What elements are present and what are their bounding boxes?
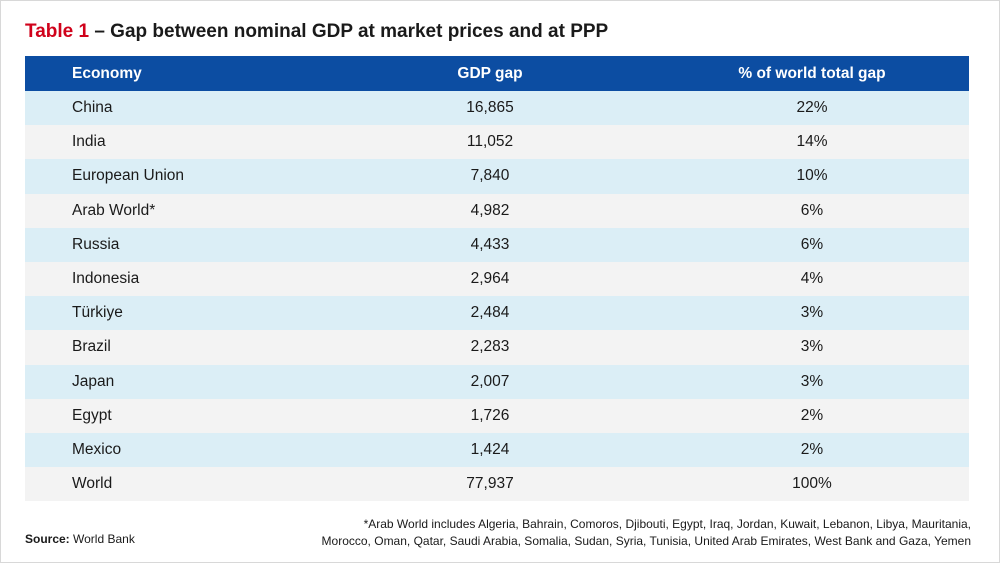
gdp-gap-cell: 4,982 <box>470 201 510 219</box>
gdp-gap-cell: 2,283 <box>470 338 510 356</box>
footnote: *Arab World includes Algeria, Bahrain, C… <box>271 516 971 549</box>
gdp-gap-cell: 4,433 <box>470 235 510 253</box>
economy-cell: Russia <box>72 235 120 253</box>
table-row: European Union 7,840 10% <box>25 159 969 194</box>
pct-world-cell: 14% <box>796 133 828 151</box>
pct-world-cell: 6% <box>800 201 824 219</box>
table-row: World 77,937 100% <box>25 467 969 502</box>
header-pct-world: % of world total gap <box>738 64 886 82</box>
table-row: Japan 2,007 3% <box>25 364 969 399</box>
source-value: World Bank <box>69 532 135 546</box>
header-economy: Economy <box>72 64 142 82</box>
pct-world-cell: 100% <box>792 475 832 493</box>
gdp-gap-cell: 1,424 <box>470 440 510 458</box>
gdp-gap-table: Economy GDP gap % of world total gap Chi… <box>25 56 969 502</box>
table-row: Türkiye 2,484 3% <box>25 296 969 331</box>
pct-world-cell: 10% <box>796 167 828 185</box>
pct-world-cell: 22% <box>796 99 828 117</box>
table-row: Egypt 1,726 2% <box>25 398 969 433</box>
table-row: Arab World* 4,982 6% <box>25 193 969 228</box>
gdp-gap-cell: 1,726 <box>470 406 510 424</box>
source-label: Source: <box>25 532 70 546</box>
table-row: Indonesia 2,964 4% <box>25 261 969 297</box>
pct-world-cell: 2% <box>800 406 824 424</box>
gdp-gap-cell: 7,840 <box>470 167 510 185</box>
economy-cell: Mexico <box>72 440 122 458</box>
economy-cell: Arab World* <box>72 201 156 219</box>
economy-cell: India <box>72 133 106 151</box>
economy-cell: European Union <box>72 167 185 185</box>
gdp-gap-cell: 16,865 <box>466 99 514 117</box>
table-row: China 16,865 22% <box>25 91 969 126</box>
economy-cell: Japan <box>72 372 115 390</box>
pct-world-cell: 3% <box>800 304 824 322</box>
footnote-line-2: Morocco, Oman, Qatar, Saudi Arabia, Soma… <box>321 533 971 548</box>
economy-cell: Egypt <box>72 406 112 424</box>
economy-cell: Türkiye <box>72 304 123 322</box>
economy-cell: Brazil <box>72 338 111 356</box>
table-body: China 16,865 22% India 11,052 14% European Uni… <box>25 91 969 502</box>
pct-world-cell: 4% <box>800 270 824 288</box>
economy-cell: Indonesia <box>72 270 140 288</box>
pct-world-cell: 2% <box>800 440 824 458</box>
source-note: Source: World Bank <box>25 532 135 546</box>
table-title: Table 1 – Gap between nominal GDP at mar… <box>25 21 608 43</box>
gdp-gap-cell: 11,052 <box>466 133 514 151</box>
table-row: Brazil 2,283 3% <box>25 330 969 365</box>
footnote-line-1: *Arab World includes Algeria, Bahrain, C… <box>363 517 971 531</box>
pct-world-cell: 3% <box>800 372 824 390</box>
table-row: Mexico 1,424 2% <box>25 432 969 468</box>
economy-cell: China <box>72 99 113 117</box>
table-row: India 11,052 14% <box>25 125 969 160</box>
gdp-gap-cell: 2,007 <box>470 372 510 390</box>
table-row: Russia 4,433 6% <box>25 227 969 262</box>
gdp-gap-cell: 77,937 <box>466 475 514 493</box>
pct-world-cell: 6% <box>800 235 824 253</box>
table-title-text: – Gap between nominal GDP at market pric… <box>89 21 609 42</box>
gdp-gap-cell: 2,964 <box>470 270 510 288</box>
gdp-gap-cell: 2,484 <box>470 304 510 322</box>
pct-world-cell: 3% <box>800 338 824 356</box>
table-number: Table 1 <box>25 21 90 42</box>
table-header-row: Economy GDP gap % of world total gap <box>25 56 969 91</box>
economy-cell: World <box>72 475 113 493</box>
header-gdp-gap: GDP gap <box>457 64 523 82</box>
